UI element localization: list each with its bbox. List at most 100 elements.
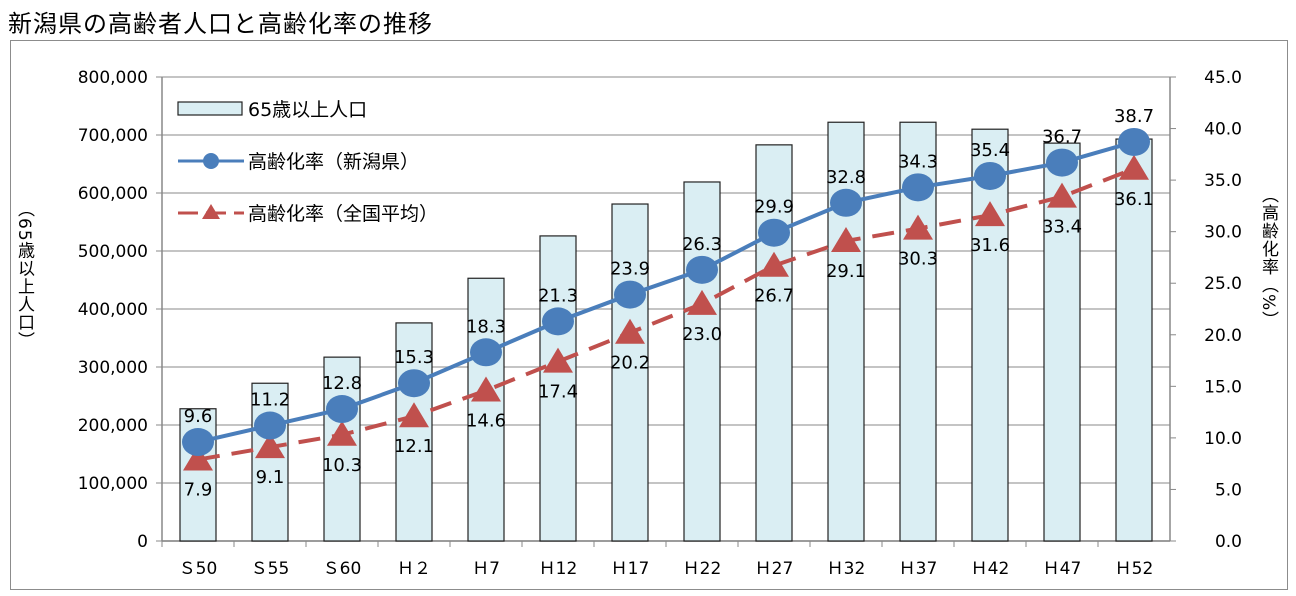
marker-niigata — [1046, 148, 1078, 177]
marker-national — [831, 226, 861, 252]
left-axis-label: （65歳以上人口） — [14, 200, 34, 350]
label-national: 33.4 — [1042, 217, 1082, 238]
marker-niigata — [254, 411, 286, 440]
x-tick-label: Ｈ17 — [611, 559, 650, 579]
right-tick-label: 5.0 — [1215, 480, 1242, 500]
x-tick-label: Ｈ42 — [971, 559, 1010, 579]
right-tick-label: 15.0 — [1204, 377, 1242, 397]
label-niigata: 26.3 — [682, 234, 722, 255]
x-tick-label: Ｈ7 — [472, 559, 500, 579]
bar-65plus — [1043, 142, 1081, 542]
marker-niigata — [326, 395, 358, 424]
right-tick-label: 25.0 — [1204, 274, 1242, 294]
label-niigata: 23.9 — [610, 259, 650, 280]
label-national: 17.4 — [538, 382, 578, 403]
marker-national — [1047, 182, 1077, 208]
label-niigata: 18.3 — [466, 316, 506, 337]
x-tick-label: Ｓ50 — [179, 559, 218, 579]
label-niigata: 11.2 — [250, 390, 290, 411]
x-tick-label: Ｈ27 — [755, 559, 794, 579]
legend-marker-niigata — [203, 153, 219, 169]
left-tick-label: 700,000 — [78, 126, 148, 146]
right-tick-label: 45.0 — [1204, 68, 1242, 88]
bar-65plus — [611, 203, 649, 542]
legend-swatch-bars — [177, 101, 243, 116]
legend-label-niigata: 高齢化率（新潟県） — [248, 151, 419, 173]
left-tick-label: 300,000 — [78, 358, 148, 378]
marker-national — [759, 251, 789, 277]
left-tick-label: 600,000 — [78, 184, 148, 204]
bar-65plus — [1115, 138, 1153, 542]
label-niigata: 15.3 — [394, 347, 434, 368]
marker-national — [543, 347, 573, 373]
left-tick-label: 400,000 — [78, 300, 148, 320]
legend-marker-national — [202, 204, 220, 219]
bar-65plus — [971, 128, 1009, 542]
label-niigata: 29.9 — [754, 197, 794, 218]
marker-national — [327, 420, 357, 446]
chart-frame — [10, 40, 1288, 590]
bar-65plus — [323, 356, 361, 542]
label-national: 14.6 — [466, 410, 506, 431]
left-tick-label: 100,000 — [78, 474, 148, 494]
bar-65plus — [467, 277, 505, 542]
left-tick-label: 200,000 — [78, 416, 148, 436]
right-tick-label: 20.0 — [1204, 326, 1242, 346]
label-national: 29.1 — [826, 261, 866, 282]
bar-65plus — [251, 382, 289, 542]
label-national: 26.7 — [754, 286, 794, 307]
x-tick-label: Ｈ22 — [683, 559, 722, 579]
marker-niigata — [614, 280, 646, 309]
label-national: 9.1 — [256, 467, 285, 488]
x-tick-label: Ｈ52 — [1115, 559, 1154, 579]
label-national: 23.0 — [682, 324, 722, 345]
marker-niigata — [1118, 127, 1150, 156]
label-niigata: 36.7 — [1042, 127, 1082, 148]
marker-national — [183, 445, 213, 471]
marker-niigata — [758, 218, 790, 247]
line-national — [197, 166, 1135, 462]
marker-niigata — [902, 173, 934, 202]
legend-label-national: 高齢化率（全国平均） — [248, 203, 438, 225]
chart-title: 新潟県の高齢者人口と高齢化率の推移 — [8, 10, 433, 38]
right-tick-label: 30.0 — [1204, 223, 1242, 243]
x-tick-label: Ｈ12 — [539, 559, 578, 579]
label-national: 30.3 — [898, 249, 938, 270]
marker-niigata — [830, 188, 862, 217]
label-niigata: 38.7 — [1114, 106, 1154, 127]
left-tick-label: 800,000 — [78, 68, 148, 88]
x-tick-label: Ｈ47 — [1043, 559, 1082, 579]
bar-65plus — [755, 144, 793, 542]
marker-national — [687, 289, 717, 315]
x-tick-label: Ｈ32 — [827, 559, 866, 579]
legend-label-bars: 65歳以上人口 — [248, 99, 367, 121]
marker-national — [975, 201, 1005, 227]
label-niigata: 21.3 — [538, 285, 578, 306]
label-national: 7.9 — [184, 480, 213, 501]
right-tick-label: 0.0 — [1215, 532, 1242, 552]
label-niigata: 12.8 — [322, 373, 362, 394]
label-national: 20.2 — [610, 353, 650, 374]
marker-national — [1119, 154, 1149, 180]
marker-niigata — [182, 428, 214, 457]
label-niigata: 35.4 — [970, 140, 1010, 161]
x-tick-label: Ｓ55 — [251, 559, 290, 579]
right-tick-label: 35.0 — [1204, 171, 1242, 191]
marker-national — [255, 433, 285, 459]
right-axis-label: （高齢化率（%） — [1258, 186, 1278, 330]
label-national: 10.3 — [322, 455, 362, 476]
label-national: 31.6 — [970, 235, 1010, 256]
x-tick-label: Ｈ２ — [397, 559, 431, 579]
marker-niigata — [542, 307, 574, 336]
label-niigata: 34.3 — [898, 151, 938, 172]
marker-niigata — [470, 338, 502, 367]
label-national: 12.1 — [394, 436, 434, 457]
marker-national — [615, 318, 645, 344]
bar-65plus — [539, 235, 577, 542]
marker-niigata — [398, 369, 430, 398]
label-niigata: 32.8 — [826, 167, 866, 188]
right-tick-label: 10.0 — [1204, 429, 1242, 449]
marker-niigata — [974, 161, 1006, 190]
bar-65plus — [683, 181, 721, 542]
